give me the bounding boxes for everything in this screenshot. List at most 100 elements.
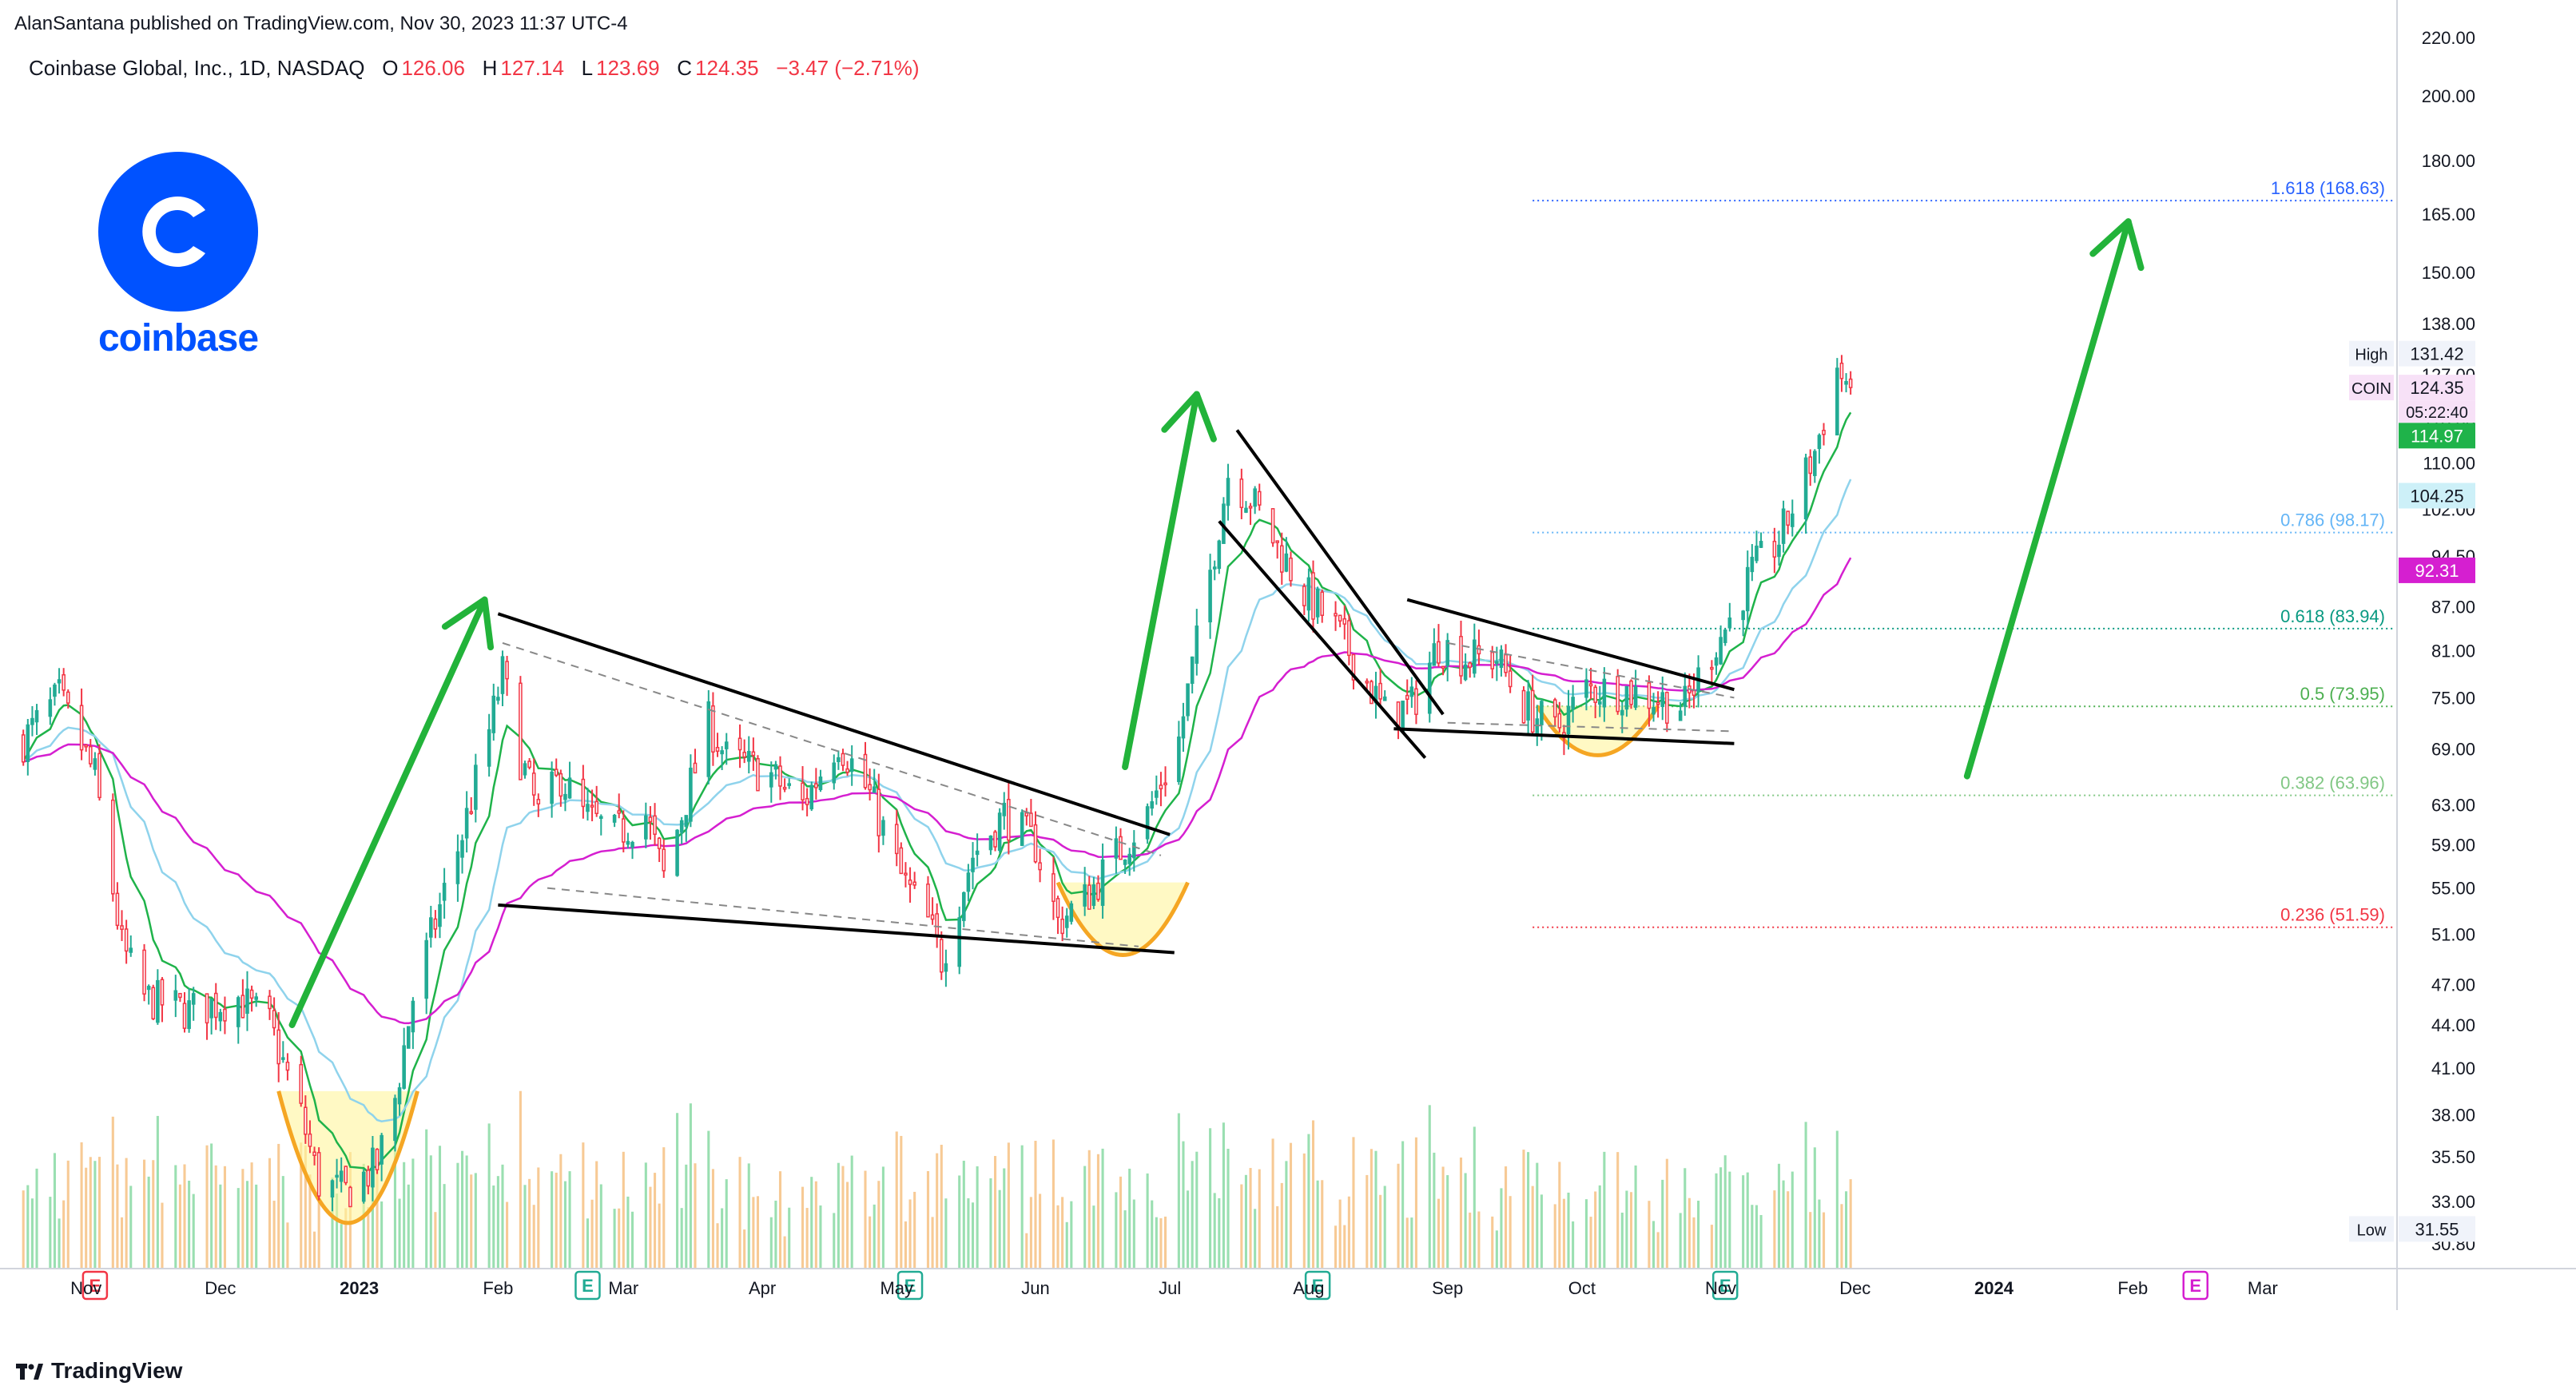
volume-bar: [1115, 1192, 1118, 1269]
volume-bar: [1804, 1122, 1807, 1269]
candle: [1772, 527, 1777, 574]
volume-bar: [1302, 1153, 1306, 1269]
candle: [1566, 689, 1571, 750]
volume-bar: [1025, 1233, 1028, 1269]
volume-bar: [599, 1184, 602, 1269]
candle: [1813, 449, 1817, 483]
volume-bar: [1845, 1191, 1848, 1269]
candle: [1060, 906, 1064, 942]
candle: [402, 1027, 406, 1090]
candle: [1588, 668, 1593, 700]
volume-bar: [1159, 1218, 1163, 1269]
volume-bar: [250, 1162, 253, 1269]
volume-bar: [1182, 1141, 1185, 1269]
candle: [1473, 623, 1477, 678]
candle: [1114, 826, 1119, 874]
candle: [1275, 540, 1279, 559]
volume-bar: [129, 1186, 133, 1269]
projection-arrow: [288, 596, 495, 1028]
volume-bar: [725, 1179, 728, 1269]
candle: [1029, 799, 1033, 828]
fib-level-label: 1.618 (168.63): [2271, 178, 2385, 198]
candle: [1414, 680, 1418, 725]
time-tick-label: Oct: [1568, 1278, 1596, 1298]
candle: [1051, 856, 1055, 920]
candle: [1248, 502, 1253, 526]
volume-bar: [622, 1151, 625, 1269]
volume-bar: [143, 1159, 146, 1269]
candle: [249, 985, 254, 1012]
candle: [1445, 633, 1449, 681]
candle: [1145, 803, 1150, 844]
price-label: 92.31: [2399, 557, 2475, 583]
volume-bar: [1352, 1137, 1355, 1269]
volume-bar: [1567, 1192, 1570, 1269]
candle: [630, 840, 634, 860]
volume-bar: [429, 1155, 432, 1269]
volume-bar: [367, 1207, 370, 1269]
volume-bar: [272, 1201, 276, 1269]
volume-bar: [1405, 1217, 1409, 1269]
candle: [469, 796, 474, 815]
volume-bar: [210, 1143, 213, 1269]
volume-bar: [340, 1224, 343, 1269]
candle: [205, 993, 209, 1040]
volume-bar: [313, 1231, 316, 1269]
dashed-channel-line: [1447, 641, 1735, 699]
candle: [464, 791, 469, 853]
candle: [1033, 811, 1038, 864]
earnings-marker-label: E: [582, 1276, 594, 1296]
time-tick-label: Sep: [1432, 1278, 1463, 1298]
coinbase-wordmark: coinbase: [97, 317, 259, 359]
candle: [872, 769, 877, 793]
volume-bar: [1665, 1158, 1668, 1269]
volume-bar: [344, 1208, 348, 1269]
volume-bar: [1536, 1162, 1539, 1269]
tradingview-footer[interactable]: TradingView: [16, 1358, 182, 1384]
candle: [586, 788, 590, 821]
price-tick-label: 200.00: [2422, 86, 2475, 106]
volume-bar: [810, 1177, 813, 1269]
volume-bar: [120, 1217, 124, 1269]
candle: [1459, 620, 1463, 685]
volume-bar: [1213, 1193, 1216, 1269]
candle: [988, 835, 993, 856]
candle: [1096, 875, 1100, 902]
open-value: 126.06: [401, 56, 465, 80]
volume-bar: [1123, 1210, 1127, 1269]
price-tick-label: 150.00: [2422, 263, 2475, 283]
volume-bar: [676, 1113, 679, 1269]
volume-bar: [308, 1174, 312, 1269]
candle: [814, 768, 818, 800]
candle: [1405, 679, 1409, 715]
volume-bar: [1755, 1205, 1758, 1269]
volume-bar: [49, 1197, 52, 1269]
volume-bar: [331, 1177, 334, 1269]
candle: [1593, 685, 1597, 719]
volume-bar: [223, 1166, 226, 1269]
candle: [1244, 501, 1248, 514]
candle: [1195, 609, 1199, 676]
volume-bar: [998, 1189, 1001, 1269]
volume-bar: [1061, 1197, 1064, 1269]
volume-bar: [644, 1162, 647, 1269]
volume-bar: [1410, 1217, 1413, 1269]
volume-bar: [958, 1175, 961, 1269]
candle: [809, 781, 814, 812]
candle: [773, 761, 778, 780]
candle: [1463, 653, 1468, 681]
price-tick-label: 180.00: [2422, 151, 2475, 171]
volume-bar: [496, 1176, 499, 1269]
volume-bar: [1509, 1196, 1512, 1269]
earnings-marker: E: [1711, 1270, 1739, 1301]
price-tick-label: 87.00: [2431, 597, 2475, 617]
candle: [88, 739, 93, 768]
price-label-value: 31.55: [2415, 1219, 2459, 1239]
candle: [1338, 614, 1342, 628]
candle: [285, 1053, 290, 1081]
volume-bar: [1477, 1211, 1481, 1269]
price-tick-label: 81.00: [2431, 641, 2475, 661]
projection-arrow: [1963, 218, 2145, 780]
volume-bar: [1616, 1152, 1620, 1269]
